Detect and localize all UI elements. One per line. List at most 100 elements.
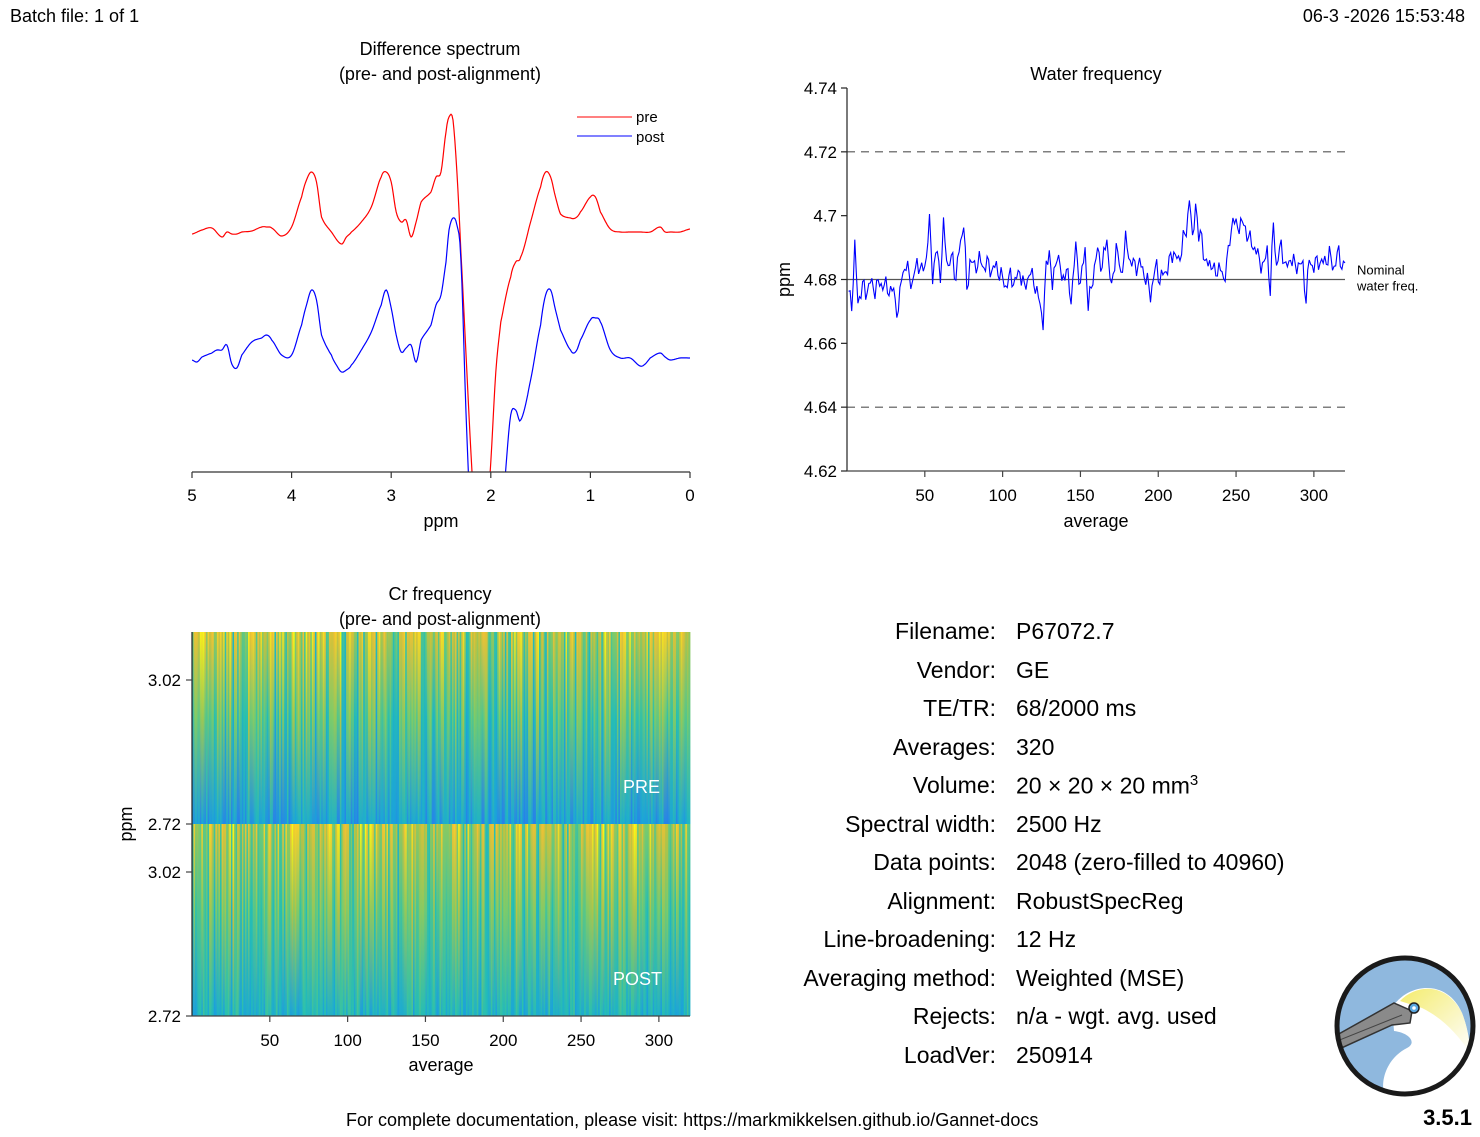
- cr-heatmap-column: [456, 632, 459, 824]
- cr-heatmap-column: [311, 632, 314, 824]
- cr-heatmap-column: [283, 632, 286, 824]
- cr-heatmap-column: [257, 824, 260, 1016]
- cr-x-tick-label: 100: [333, 1031, 361, 1050]
- cr-heatmap-column: [515, 824, 518, 1016]
- cr-y-label: ppm: [116, 806, 136, 841]
- cr-heatmap-column: [531, 632, 534, 824]
- cr-heatmap-column: [641, 824, 644, 1016]
- cr-heatmap-column: [607, 632, 610, 824]
- cr-heatmap-column: [534, 824, 537, 1016]
- cr-heatmap-column: [277, 824, 280, 1016]
- cr-heatmap-column: [640, 824, 643, 1016]
- cr-heatmap-column: [537, 824, 540, 1016]
- cr-heatmap-column: [521, 824, 524, 1016]
- cr-heatmap-column: [668, 824, 671, 1016]
- cr-heatmap-column: [652, 632, 655, 824]
- cr-heatmap-column: [442, 632, 445, 824]
- gannet-logo: [1334, 955, 1476, 1097]
- cr-heatmap-column: [305, 632, 308, 824]
- cr-heatmap-column: [226, 824, 229, 1016]
- cr-heatmap-column: [367, 824, 370, 1016]
- cr-heatmap-column: [501, 632, 504, 824]
- cr-heatmap-column: [545, 632, 548, 824]
- cr-heatmap-column: [241, 632, 244, 824]
- cr-heatmap-column: [330, 824, 333, 1016]
- cr-heatmap-column: [542, 824, 545, 1016]
- cr-heatmap-column: [269, 824, 272, 1016]
- water-y-tick-label: 4.68: [804, 271, 837, 290]
- cr-heatmap-column: [478, 632, 481, 824]
- cr-heatmap-column: [272, 632, 275, 824]
- cr-heatmap-column: [397, 632, 400, 824]
- cr-heatmap-column: [388, 632, 391, 824]
- cr-heatmap-column: [434, 824, 437, 1016]
- cr-heatmap-column: [476, 632, 479, 824]
- documentation-link[interactable]: For complete documentation, please visit…: [346, 1110, 1039, 1130]
- cr-heatmap-column: [196, 824, 199, 1016]
- cr-heatmap-column: [285, 632, 288, 824]
- cr-heatmap-column: [282, 824, 285, 1016]
- cr-heatmap-column: [358, 632, 361, 824]
- cr-heatmap-column: [665, 824, 668, 1016]
- cr-heatmap-column: [605, 632, 608, 824]
- cr-heatmap-column: [391, 824, 394, 1016]
- info-row: Data points: 2048 (zero-filled to 40960): [700, 849, 1400, 883]
- cr-heatmap-column: [476, 824, 479, 1016]
- cr-heatmap-column: [350, 824, 353, 1016]
- cr-heatmap-column: [426, 632, 429, 824]
- cr-heatmap-column: [280, 824, 283, 1016]
- cr-heatmap-column: [198, 632, 201, 824]
- cr-heatmap-column: [521, 632, 524, 824]
- cr-heatmap-column: [493, 632, 496, 824]
- cr-heatmap-column: [445, 632, 448, 824]
- diff-x-ticks: 5 4 3 2 1 0: [187, 472, 695, 505]
- cr-heatmap-column: [192, 824, 194, 1016]
- cr-heatmap-column: [621, 824, 624, 1016]
- cr-heatmap-column: [400, 824, 403, 1016]
- cr-heatmap-column: [481, 632, 484, 824]
- cr-heatmap-column: [612, 632, 615, 824]
- cr-heatmap-column: [285, 824, 288, 1016]
- cr-heatmap-column: [439, 824, 442, 1016]
- cr-heatmap-column: [408, 824, 411, 1016]
- cr-heatmap-column: [518, 632, 521, 824]
- cr-heatmap-column: [487, 632, 490, 824]
- info-label: LoadVer:: [903, 1041, 996, 1068]
- cr-heatmap-column: [596, 632, 599, 824]
- cr-heatmap-column: [535, 824, 538, 1016]
- cr-heatmap-column: [680, 824, 683, 1016]
- cr-heatmap-column: [308, 632, 311, 824]
- cr-heatmap-column: [626, 632, 629, 824]
- cr-heatmap-column: [590, 824, 593, 1016]
- cr-heatmap-column: [311, 824, 314, 1016]
- cr-heatmap-column: [338, 824, 341, 1016]
- water-x-tick-label: 100: [988, 486, 1016, 505]
- cr-heatmap-column: [633, 824, 636, 1016]
- cr-heatmap-column: [232, 824, 235, 1016]
- cr-heatmap-column: [409, 824, 412, 1016]
- cr-heatmap-column: [327, 824, 330, 1016]
- cr-heatmap-column: [414, 632, 417, 824]
- cr-heatmap-column: [677, 824, 680, 1016]
- cr-heatmap-column: [291, 632, 294, 824]
- cr-heatmap-column: [272, 824, 275, 1016]
- cr-heatmap-column: [546, 632, 549, 824]
- cr-heatmap-column: [193, 632, 196, 824]
- info-row: Averaging method: Weighted (MSE): [700, 965, 1400, 999]
- cr-y-tick-label: 3.02: [148, 863, 181, 882]
- cr-heatmap-column: [548, 632, 551, 824]
- cr-heatmap-column: [304, 824, 307, 1016]
- cr-heatmap-column: [677, 632, 680, 824]
- cr-heatmap-column: [577, 632, 580, 824]
- cr-heatmap-column: [344, 824, 347, 1016]
- cr-heatmap-column: [573, 632, 576, 824]
- water-x-tick-label: 250: [1222, 486, 1250, 505]
- cr-heatmap-column: [428, 632, 431, 824]
- cr-heatmap-column: [230, 824, 233, 1016]
- cr-heatmap-column: [568, 632, 571, 824]
- cr-heatmap-column: [392, 824, 395, 1016]
- cr-heatmap-column: [356, 632, 359, 824]
- cr-heatmap-column: [493, 824, 496, 1016]
- cr-heatmap-column: [367, 632, 370, 824]
- cr-heatmap-column: [450, 632, 453, 824]
